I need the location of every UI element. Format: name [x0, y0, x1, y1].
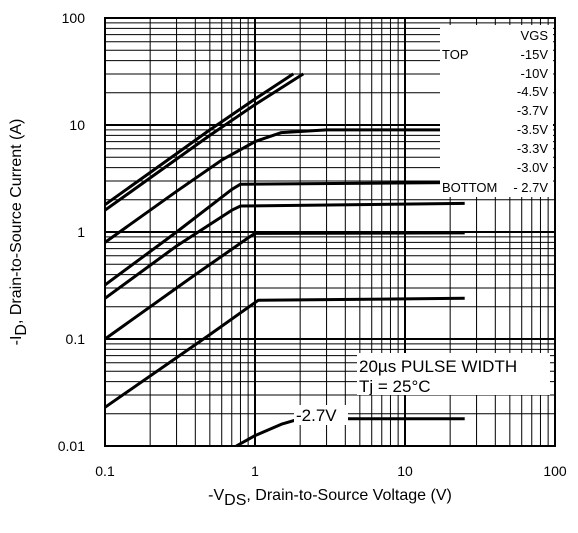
legend-entry: -4.5V — [517, 84, 548, 99]
y-tick-label: 0.1 — [66, 331, 86, 347]
series-layer — [104, 72, 465, 448]
y-axis-title-suffix: , Drain-to-Source Current (A) — [8, 119, 25, 324]
y-axis-title-subscript: D — [13, 324, 30, 336]
series-line-37v — [104, 181, 465, 287]
y-tick-label: 10 — [69, 117, 85, 133]
legend-entry: -3.7V — [517, 103, 548, 118]
series-line-30v — [104, 296, 465, 409]
curve-label-2-7v: -2.7V — [296, 406, 337, 425]
legend-background — [440, 25, 553, 197]
x-axis-title: -VDS, Drain-to-Source Voltage (V) — [208, 487, 452, 509]
legend-entry: -3.5V — [517, 122, 548, 137]
x-tick-label: 10 — [397, 463, 413, 479]
series-line-15v — [104, 72, 295, 206]
curve-label-background — [294, 405, 348, 425]
legend-bottom-label: BOTTOM — [442, 180, 497, 195]
y-tick-label: 100 — [62, 10, 86, 26]
series-line-35v — [104, 201, 465, 300]
x-axis-title-subscript: DS — [224, 492, 246, 509]
curve-label-group: -2.7V — [294, 405, 348, 425]
x-tick-label: 100 — [543, 463, 567, 479]
x-axis-title-prefix: -V — [208, 487, 224, 504]
series-line-10v — [104, 72, 305, 212]
legend: VGS TOP -15V -10V -4.5V -3.7V -3.5V -3.3… — [440, 25, 553, 197]
legend-top-label: TOP — [442, 47, 469, 62]
y-tick-label: 1 — [77, 224, 85, 240]
series-line-27v — [235, 417, 465, 448]
x-tick-labels: 0.1 1 10 100 — [95, 463, 567, 479]
pulse-width-annotation: 20µs PULSE WIDTH Tj = 25°C — [357, 353, 550, 396]
legend-entry: -3.3V — [517, 141, 548, 156]
y-tick-label: 0.01 — [58, 438, 85, 454]
x-tick-label: 1 — [251, 463, 259, 479]
legend-entry: -15V — [521, 47, 549, 62]
x-tick-label: 0.1 — [95, 463, 115, 479]
legend-entry: -3.0V — [517, 160, 548, 175]
legend-title: VGS — [521, 28, 549, 43]
y-tick-labels: 0.01 0.1 1 10 100 — [58, 10, 85, 454]
series-line-33v — [104, 231, 465, 341]
annotation-background — [357, 353, 550, 395]
x-axis-title-suffix: , Drain-to-Source Voltage (V) — [246, 487, 451, 504]
y-axis-title: -ID, Drain-to-Source Current (A) — [8, 119, 30, 346]
y-axis-title-prefix: -I — [8, 336, 25, 346]
series-line-45v — [104, 128, 465, 244]
annotation-temperature: Tj = 25°C — [359, 377, 431, 396]
legend-entry: - 2.7V — [513, 180, 548, 195]
annotation-pulse-width: 20µs PULSE WIDTH — [359, 357, 517, 376]
plot-frame — [104, 17, 556, 447]
legend-entry: -10V — [521, 66, 549, 81]
